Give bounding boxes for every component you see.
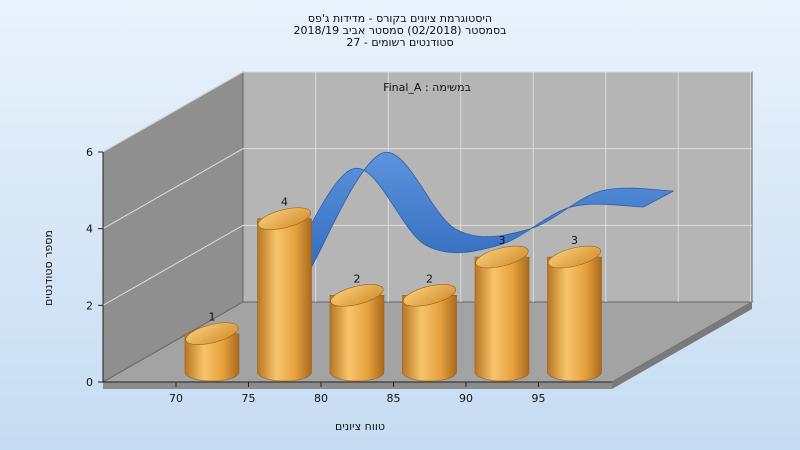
bar-75 bbox=[257, 207, 312, 382]
x-axis-label: טווח ציונים bbox=[335, 420, 385, 433]
y-tick-label: 4 bbox=[86, 223, 93, 236]
y-axis-label: מספר סטודנטים bbox=[42, 230, 55, 306]
gridlines bbox=[102, 71, 752, 306]
gridline-y bbox=[102, 148, 752, 230]
x-tick-label: 85 bbox=[387, 392, 401, 405]
floor-front-edge bbox=[103, 382, 612, 389]
bar-top bbox=[185, 322, 239, 345]
data-label: 4 bbox=[281, 196, 288, 209]
gridline-y bbox=[102, 71, 752, 153]
bar-90 bbox=[474, 245, 530, 382]
bar-top bbox=[475, 245, 529, 269]
bar-body bbox=[547, 256, 602, 382]
bar-top bbox=[547, 245, 602, 269]
bar-body bbox=[257, 218, 312, 382]
ribbon-surface bbox=[279, 152, 674, 285]
bar-body bbox=[184, 333, 240, 382]
ribbon-series bbox=[279, 152, 674, 285]
gridline-y bbox=[102, 224, 752, 306]
x-tick-label: 95 bbox=[532, 392, 546, 405]
x-tick-label: 80 bbox=[314, 392, 328, 405]
data-label: 1 bbox=[209, 311, 216, 324]
bar-85 bbox=[402, 284, 457, 382]
data-label: 3 bbox=[499, 234, 506, 247]
bar-top bbox=[402, 284, 457, 307]
x-tick-label: 90 bbox=[459, 392, 473, 405]
x-tick-label: 75 bbox=[242, 392, 256, 405]
y-tick-label: 6 bbox=[86, 146, 93, 159]
chart-subtitle: Final_A : במשימה bbox=[383, 81, 471, 94]
floor-edge bbox=[612, 302, 752, 389]
data-label: 2 bbox=[426, 272, 433, 285]
bar-series: 1 4 2 2 3 3 bbox=[184, 196, 602, 382]
y-tick-label: 2 bbox=[86, 299, 93, 312]
bar-top bbox=[330, 284, 384, 307]
axes: 0 2 4 6 70 75 80 85 90 95 bbox=[86, 146, 612, 405]
chart-title-line-2: בסמסטר (02/2018) סמסטר אביב 2018/19 bbox=[293, 24, 507, 37]
bar-80 bbox=[329, 284, 385, 382]
x-tick-label: 70 bbox=[169, 392, 183, 405]
bar-top bbox=[257, 207, 312, 230]
bar-70 bbox=[184, 322, 240, 382]
chart-title-line-1: היסטוגרמת ציונים בקורס - מדידות ג'פס bbox=[307, 12, 493, 25]
y-tick-label: 0 bbox=[86, 376, 93, 389]
bar-95 bbox=[547, 245, 602, 382]
data-label: 2 bbox=[354, 272, 361, 285]
bar-body bbox=[329, 295, 385, 382]
data-label: 3 bbox=[571, 234, 578, 247]
bar-body bbox=[474, 256, 530, 382]
chart-title-line-3: סטודנטים רשומים - 27 bbox=[346, 36, 454, 49]
bar-body bbox=[402, 295, 457, 382]
